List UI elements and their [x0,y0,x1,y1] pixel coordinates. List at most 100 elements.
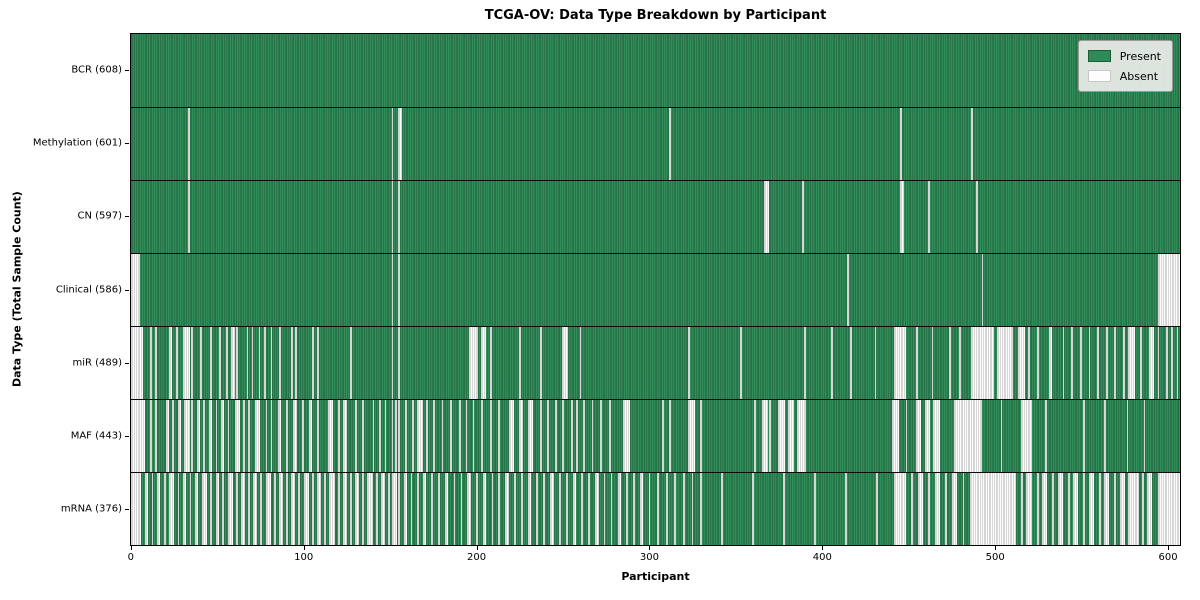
absent-stripe [394,400,397,472]
absent-stripe [519,400,523,472]
absent-stripe [293,400,297,472]
heatmap-row-Methylation [131,107,1180,180]
absent-stripe [248,400,251,472]
absent-stripe [752,473,754,545]
heatmap-row-BCR [131,34,1180,107]
absent-stripe [149,400,152,472]
x-axis-label: Participant [621,570,690,583]
absent-stripe [565,473,568,545]
x-tick-mark [303,546,305,550]
x-tick-mark [822,546,824,550]
absent-stripe [398,473,401,545]
absent-stripe [203,400,206,472]
absent-stripe [375,473,378,545]
absent-stripe [177,400,182,472]
absent-stripe [405,400,408,472]
absent-stripe [893,327,906,399]
absent-stripe [144,473,149,545]
absent-stripe [391,108,394,180]
y-tick-label-Clinical: Clinical (586) [55,284,122,295]
absent-stripe [343,400,347,472]
absent-stripe [151,473,154,545]
absent-stripe [391,473,397,545]
absent-stripe [669,108,672,180]
absent-stripe [1123,327,1125,399]
absent-stripe [265,473,271,545]
x-tick-label: 0 [127,552,135,563]
absent-stripe [608,400,611,472]
absent-stripe [1157,473,1180,545]
absent-stripe [688,327,690,399]
absent-stripe [845,473,847,545]
absent-stripe [622,400,630,472]
absent-stripe [1097,327,1099,399]
absent-stripe [688,400,696,472]
absent-stripe [1057,473,1063,545]
absent-stripe [248,473,251,545]
legend: Present Absent [1077,40,1173,92]
absent-stripe [222,473,225,545]
absent-stripe [286,400,288,472]
absent-stripe [255,400,261,472]
absent-stripe [194,473,199,545]
absent-stripe [900,108,903,180]
absent-stripe [850,327,853,399]
absent-stripe [617,473,621,545]
x-tick-mark [1168,546,1170,550]
absent-stripe [398,254,401,326]
absent-stripe [163,473,166,545]
x-tick-mark [476,546,478,550]
absent-stripe [432,400,435,472]
absent-stripe [591,400,594,472]
absent-stripe [558,473,561,545]
absent-stripe [1157,327,1160,399]
absent-stripe [260,473,263,545]
absent-stripe [489,400,492,472]
absent-stripe [1119,473,1125,545]
chart-title: TCGA-OV: Data Type Breakdown by Particip… [484,8,827,23]
absent-stripe [1083,473,1086,545]
absent-stripe [172,400,175,472]
heatmap-row-MAF [131,399,1180,472]
absent-stripe [626,473,628,545]
absent-stripe [662,400,665,472]
absent-stripe [403,473,408,545]
absent-stripe [422,473,427,545]
x-tick-label: 300 [639,552,659,563]
absent-stripe [935,473,941,545]
absent-stripe [962,473,965,545]
absent-stripe [583,400,585,472]
absent-stripe [481,400,483,472]
absent-stripe [200,327,202,399]
absent-stripe [1026,473,1032,545]
absent-stripe [959,327,961,399]
absent-stripe [327,400,333,472]
absent-stripe [279,473,283,545]
absent-stripe [1104,473,1110,545]
absent-stripe [1062,327,1065,399]
absent-stripe [338,473,340,545]
absent-stripe [674,473,677,545]
absent-stripe [398,327,401,399]
absent-stripe [279,327,282,399]
absent-stripe [298,473,301,545]
absent-stripe [445,473,449,545]
absent-stripe [131,473,142,545]
absent-stripe [891,400,899,472]
absent-stripe [971,108,973,180]
absent-stripe [721,473,723,545]
absent-stripe [1041,473,1048,545]
y-tick-label-MAF: MAF (443) [70,430,122,442]
y-tick-mark [125,142,129,144]
y-tick-label-miR: miR (489) [72,357,122,369]
absent-stripe [410,473,413,545]
absent-stripe [519,327,521,399]
absent-stripe [388,473,390,545]
absent-stripe [131,400,145,472]
absent-stripe [391,181,394,253]
absent-stripe [610,473,613,545]
x-tick-mark [649,546,651,550]
absent-stripe [520,473,523,545]
absent-stripe [847,254,849,326]
absent-stripe [131,327,144,399]
